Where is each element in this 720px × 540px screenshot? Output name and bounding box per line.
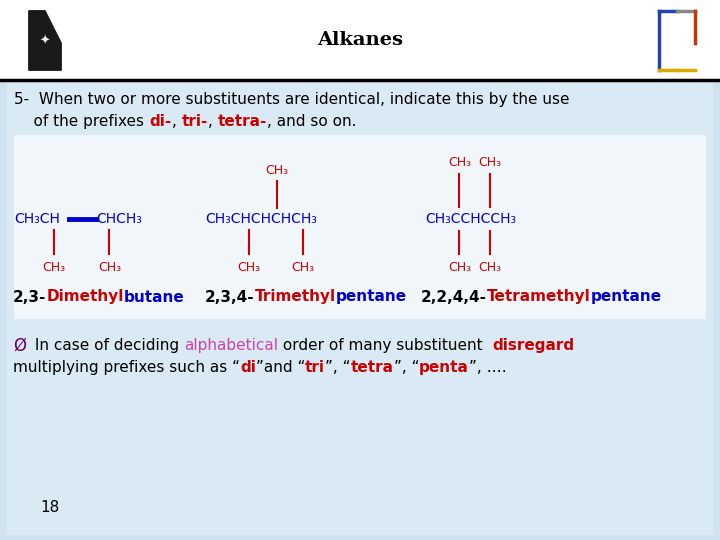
Text: CH₃: CH₃ [448, 261, 471, 274]
Bar [7, 81, 713, 535]
Text: tetra-: tetra- [217, 114, 267, 129]
Text: ,: , [171, 114, 181, 129]
Text: CH₃CH: CH₃CH [14, 212, 60, 226]
Text: penta: penta [419, 360, 469, 375]
Text: ”, “: ”, “ [394, 360, 419, 375]
Text: Tetramethyl: Tetramethyl [487, 289, 591, 305]
Text: ,: , [207, 114, 217, 129]
Text: CHCH₃: CHCH₃ [96, 212, 143, 226]
Text: CH₃: CH₃ [98, 261, 121, 274]
Text: alphabetical: alphabetical [184, 338, 278, 353]
Text: 5-  When two or more substituents are identical, indicate this by the use: 5- When two or more substituents are ide… [14, 92, 570, 107]
Text: pentane: pentane [591, 289, 662, 305]
Text: CH₃: CH₃ [266, 164, 289, 177]
Text: of the prefixes: of the prefixes [14, 114, 149, 129]
Text: multiplying prefixes such as “: multiplying prefixes such as “ [13, 360, 240, 375]
Text: 2,2,4,4-: 2,2,4,4- [421, 289, 487, 305]
Text: disregard: disregard [492, 338, 575, 353]
Text: pentane: pentane [336, 289, 407, 305]
Text: CH₃: CH₃ [448, 156, 471, 168]
Text: CH₃CCHCCH₃: CH₃CCHCCH₃ [425, 212, 516, 226]
Text: CH₃CHCHCHCH₃: CH₃CHCHCHCH₃ [205, 212, 317, 226]
Text: Alkanes: Alkanes [317, 31, 403, 49]
Text: ”and “: ”and “ [256, 360, 305, 375]
Text: Trimethyl: Trimethyl [255, 289, 336, 305]
Text: 18: 18 [41, 500, 60, 515]
Polygon shape [29, 11, 61, 70]
Text: 2,3,4-: 2,3,4- [205, 289, 255, 305]
Text: di-: di- [149, 114, 171, 129]
Text: butane: butane [124, 289, 184, 305]
Text: CH₃: CH₃ [478, 261, 501, 274]
Text: order of many substituent: order of many substituent [278, 338, 492, 353]
Text: In case of deciding: In case of deciding [30, 338, 184, 353]
Text: ”, ….: ”, …. [469, 360, 507, 375]
Text: ✦: ✦ [40, 35, 50, 48]
Text: , and so on.: , and so on. [267, 114, 356, 129]
Text: 2,3-: 2,3- [13, 289, 46, 305]
Text: Ø: Ø [13, 336, 26, 355]
Text: CH₃: CH₃ [292, 261, 315, 274]
Text: Dimethyl: Dimethyl [46, 289, 124, 305]
Bar [14, 135, 706, 319]
Bar [0, 0, 720, 80]
Text: ”, “: ”, “ [325, 360, 351, 375]
Text: tri: tri [305, 360, 325, 375]
Text: CH₃: CH₃ [238, 261, 261, 274]
Text: tri-: tri- [181, 114, 207, 129]
Text: CH₃: CH₃ [42, 261, 66, 274]
Text: CH₃: CH₃ [478, 156, 501, 168]
Text: di: di [240, 360, 256, 375]
Text: tetra: tetra [351, 360, 394, 375]
